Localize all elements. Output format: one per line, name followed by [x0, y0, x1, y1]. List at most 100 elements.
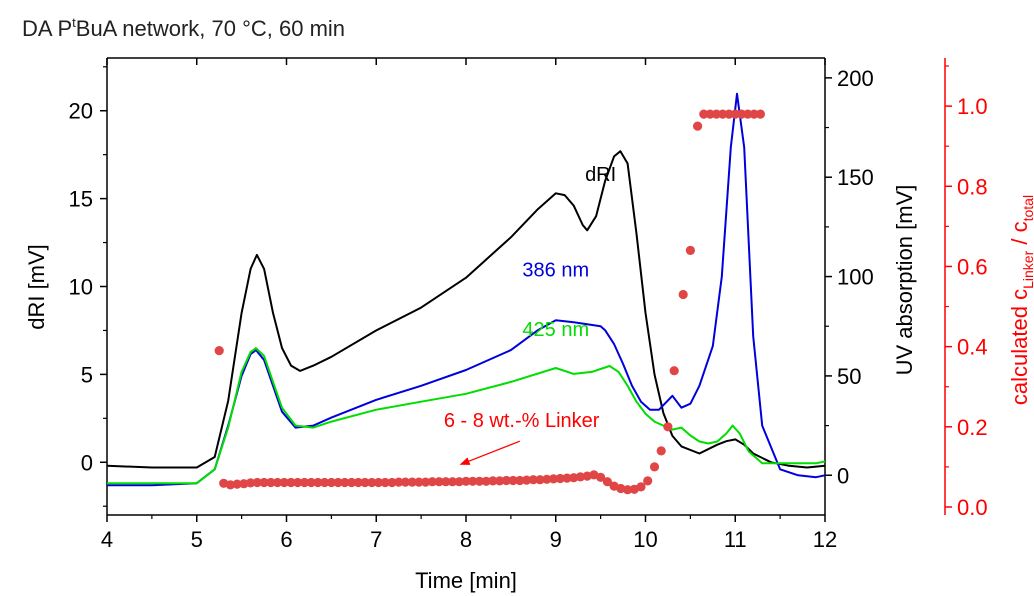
ratio-point	[678, 289, 688, 300]
uv-axis-ticks: 0 50 100 150 200	[825, 66, 874, 488]
ratio-tick-label: 1.0	[957, 94, 988, 119]
ratio-point	[481, 476, 491, 486]
ratio-point	[313, 477, 323, 488]
ratio-point	[522, 475, 532, 485]
left-tick-label: 5	[81, 362, 93, 387]
ratio-axis-ticks: 0.0 0.2 0.4 0.6 0.8 1.0	[945, 65, 988, 520]
ratio-point	[488, 476, 498, 486]
left-tick-label: 10	[69, 275, 93, 300]
series-line-425-nm	[107, 347, 826, 485]
ratio-point	[515, 475, 525, 486]
x-tick-label: 5	[191, 527, 203, 552]
ratio-point	[643, 476, 653, 486]
x-tick-label: 6	[280, 527, 292, 552]
uv-tick-label: 50	[837, 364, 861, 389]
ratio-point	[616, 483, 626, 494]
left-tick-label: 0	[81, 450, 93, 475]
ratio-point	[239, 479, 249, 489]
ratio-point	[320, 477, 330, 488]
ratio-label-mid: / c	[1007, 221, 1032, 250]
ratio-point	[421, 477, 431, 487]
annotation-label: 6 - 8 wt.-% Linker	[444, 410, 600, 432]
chart-title-rest: BuA network, 70 °C, 60 min	[76, 16, 345, 41]
ratio-point	[535, 475, 545, 485]
ratio-point	[434, 477, 444, 487]
ratio-point	[286, 477, 296, 488]
annotation-label: 425 nm	[522, 319, 589, 341]
uv-tick-label: 0	[837, 463, 849, 488]
ratio-point	[340, 477, 350, 488]
ratio-point	[232, 479, 242, 489]
chart-title-sup: t	[72, 15, 76, 30]
ratio-point	[508, 475, 518, 486]
ratio-point	[468, 476, 478, 486]
left-axis-label: dRI [mV]	[24, 244, 49, 330]
ratio-point	[279, 477, 289, 488]
ratio-label-pre: calculated c	[1007, 289, 1032, 405]
ratio-point	[427, 477, 437, 487]
ratio-point	[461, 476, 471, 486]
ratio-point	[636, 482, 646, 492]
ratio-point	[394, 477, 404, 487]
ratio-tick-label: 0.0	[957, 495, 988, 520]
ratio-point	[326, 477, 336, 488]
annotation-arrow	[459, 440, 521, 465]
ratio-point	[602, 477, 613, 487]
ratio-point	[743, 109, 753, 119]
annotation-label: 386 nm	[522, 260, 589, 282]
chart-title-base: DA P	[22, 16, 72, 41]
ratio-point	[548, 474, 559, 484]
ratio-point	[441, 477, 451, 487]
x-tick-label: 8	[460, 527, 472, 552]
x-tick-label: 11	[724, 527, 747, 552]
ratio-point	[347, 477, 357, 488]
ratio-point	[474, 476, 485, 486]
ratio-point	[705, 109, 715, 119]
ratio-point	[575, 472, 586, 482]
ratio-point	[353, 477, 363, 488]
ratio-point	[380, 477, 390, 488]
uv-tick-label: 100	[837, 265, 874, 290]
ratio-point	[693, 121, 703, 131]
x-axis-ticks: 4 5 6 7 8 9 10 11 12	[101, 58, 837, 552]
ratio-point	[663, 422, 673, 432]
ratio-point	[749, 109, 759, 119]
ratio-point	[414, 477, 424, 487]
left-tick-label: 20	[69, 99, 93, 124]
ratio-point	[542, 474, 552, 484]
ratio-tick-label: 0.2	[957, 415, 988, 440]
ratio-point	[373, 477, 384, 488]
x-tick-label: 10	[633, 527, 657, 552]
ratio-point	[555, 473, 565, 484]
ratio-point	[214, 346, 224, 356]
ratio-point	[272, 477, 283, 488]
ratio-point	[454, 477, 464, 487]
ratio-point	[724, 109, 734, 119]
ratio-point	[299, 477, 310, 488]
ratio-point	[699, 109, 709, 119]
ratio-point	[447, 477, 458, 487]
ratio-tick-label: 0.6	[957, 254, 988, 279]
uv-tick-label: 200	[837, 66, 874, 91]
left-axis-ticks: 0 5 10 15 20	[69, 66, 107, 507]
series-line-dri	[106, 150, 826, 469]
annotations-layer: dRI 386 nm 425 nm 6 - 8 wt.-% Linker	[444, 164, 616, 465]
ratio-label-sub2: total	[1020, 195, 1034, 221]
ratio-point	[596, 472, 606, 482]
ratio-point	[367, 477, 377, 488]
ratio-point	[649, 462, 660, 472]
ratio-point	[225, 480, 235, 490]
ratio-point	[755, 109, 766, 119]
ratio-point	[407, 477, 417, 487]
ratio-point	[656, 446, 666, 456]
ratio-point	[306, 477, 316, 488]
ratio-point	[400, 477, 410, 487]
x-tick-label: 7	[370, 527, 382, 552]
ratio-point	[736, 109, 747, 119]
x-tick-label: 9	[550, 527, 562, 552]
ratio-tick-label: 0.4	[957, 335, 988, 360]
plot-frame	[106, 57, 946, 516]
ratio-point	[623, 485, 633, 495]
chart-title: DA PtBuA network, 70 °C, 60 min	[22, 15, 345, 41]
